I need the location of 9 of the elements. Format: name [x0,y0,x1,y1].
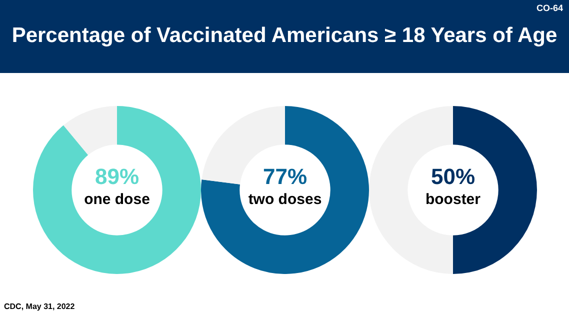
text: CO-64 [536,3,563,13]
data-label: 50% [430,164,476,190]
data-label: 89% [94,164,140,190]
text: CDC, May 31, 2022 [4,302,75,311]
slice-label: one dose [83,190,151,210]
data-label: 77% [262,164,308,190]
slice-label: booster [424,190,482,210]
slice-label: two doses [247,190,323,210]
text: Percentage of Vaccinated Americans ≥ 18 Years of Age [10,24,558,48]
